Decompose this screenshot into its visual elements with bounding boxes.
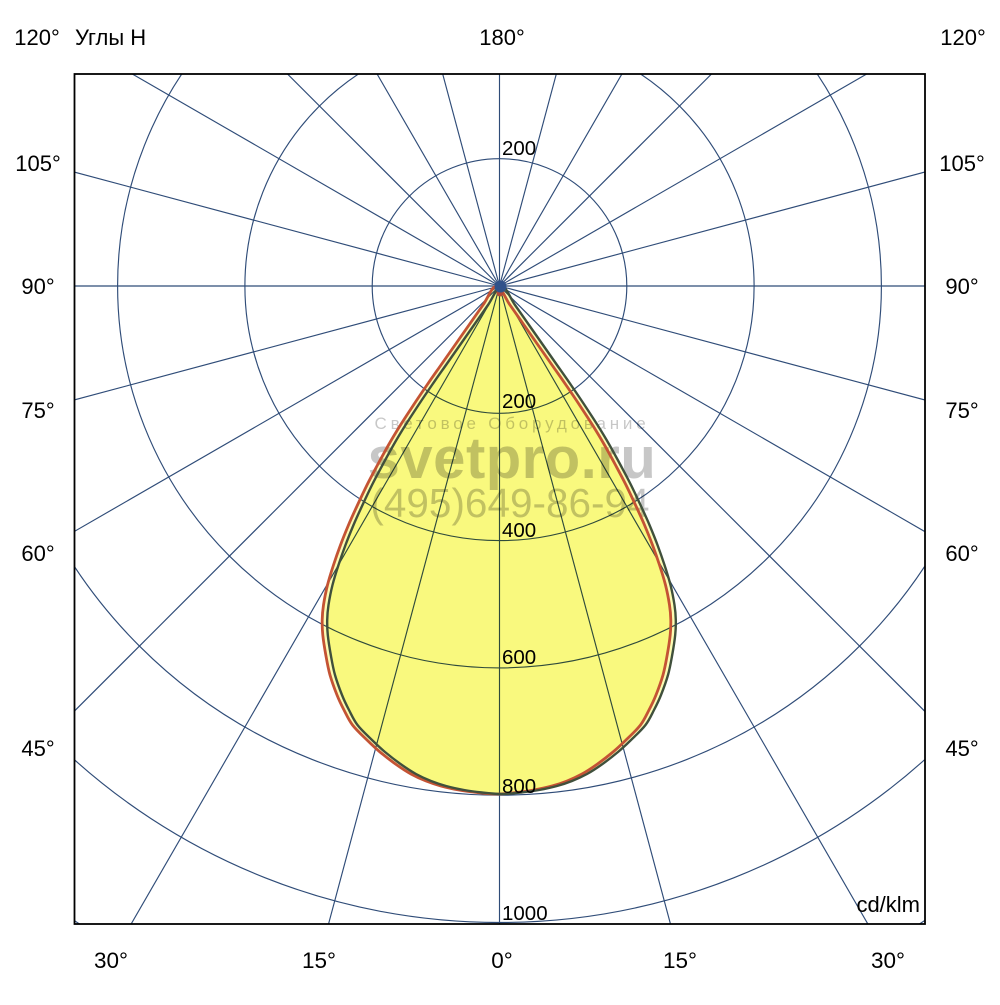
svg-text:75°: 75° [945, 398, 978, 423]
svg-text:45°: 45° [21, 736, 54, 761]
svg-text:120°: 120° [940, 25, 986, 50]
svg-text:600: 600 [502, 646, 536, 669]
svg-text:105°: 105° [939, 151, 985, 176]
svg-text:120°: 120° [14, 25, 60, 50]
svg-text:30°: 30° [871, 948, 905, 973]
svg-text:200: 200 [502, 390, 536, 413]
svg-text:60°: 60° [21, 541, 54, 566]
svg-text:15°: 15° [663, 948, 697, 973]
svg-text:200: 200 [502, 137, 536, 160]
svg-text:0°: 0° [491, 948, 513, 973]
svg-text:90°: 90° [21, 274, 54, 299]
svg-text:800: 800 [502, 775, 536, 798]
svg-text:400: 400 [502, 519, 536, 542]
svg-text:Углы Н: Углы Н [75, 25, 146, 50]
svg-text:1000: 1000 [502, 902, 548, 925]
svg-text:90°: 90° [945, 274, 978, 299]
svg-text:30°: 30° [94, 948, 128, 973]
svg-text:60°: 60° [945, 541, 978, 566]
svg-text:45°: 45° [945, 736, 978, 761]
svg-text:cd/klm: cd/klm [856, 892, 920, 917]
svg-text:75°: 75° [21, 398, 54, 423]
svg-text:15°: 15° [302, 948, 336, 973]
svg-text:180°: 180° [479, 25, 525, 50]
svg-text:105°: 105° [15, 151, 61, 176]
